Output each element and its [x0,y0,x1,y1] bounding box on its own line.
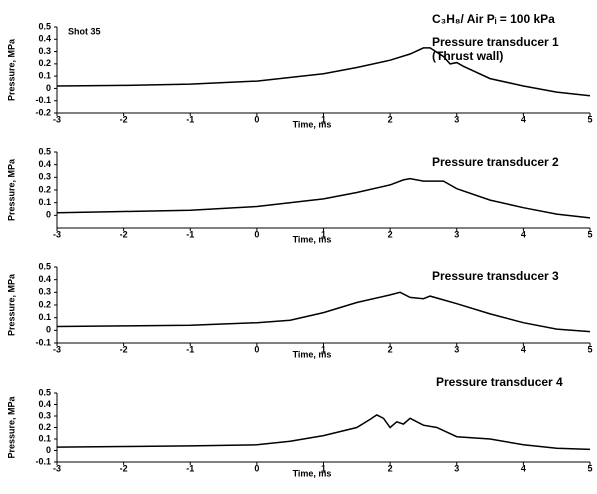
y-tick-label: 0.4 [38,399,51,409]
x-tick-label: -2 [120,463,128,473]
panel-title: Pressure transducer 3 [432,269,559,283]
y-tick-label: 0.3 [38,172,51,182]
y-tick-label: 0.5 [38,21,51,31]
x-tick-label: 5 [587,229,592,239]
y-tick-label: 0 [46,325,51,335]
panel-title: Pressure transducer 4 [436,375,563,389]
y-tick-label: 0.3 [38,287,51,297]
x-tick-label: -1 [186,114,194,124]
pressure-line [56,414,591,451]
x-tick-label: -1 [186,229,194,239]
x-tick-label: 5 [587,114,592,124]
x-tick-label: -2 [120,344,128,354]
x-tick-label: 1 [321,229,326,239]
y-tick-label: 0.1 [38,197,51,207]
x-tick-label: 2 [388,463,393,473]
x-tick-label: 2 [388,229,393,239]
x-tick-label: 1 [321,463,326,473]
x-axis-label: Time, ms [293,234,332,244]
x-tick-label: 5 [587,463,592,473]
x-tick-label: -2 [120,229,128,239]
y-axis-label: Pressure, MPa [6,158,16,221]
x-tick-label: 4 [521,344,526,354]
y-axis-label: Pressure, MPa [6,273,16,336]
x-tick-label: -1 [186,463,194,473]
y-tick-label: 0.2 [38,184,51,194]
x-axis-label: Time, ms [293,468,332,478]
y-tick-label: 0.2 [38,58,51,68]
y-tick-label: 0.3 [38,46,51,56]
x-tick-label: 3 [454,229,459,239]
y-axis-label: Pressure, MPa [6,395,16,458]
panel-title: Pressure transducer 2 [432,155,559,169]
x-tick-label: 1 [321,114,326,124]
x-tick-label: -3 [53,114,61,124]
x-tick-label: 0 [254,344,259,354]
x-tick-label: 3 [454,463,459,473]
pressure-line [56,291,591,333]
x-tick-label: 4 [521,114,526,124]
annotation: (Thrust wall) [432,49,503,63]
y-tick-label: 0.5 [38,387,51,397]
panel: -0.1 0 0.1 0.2 0.3 0.4 0.5 -3 -2 -1 0 1 2 3 4 5 Time, ms… [6,261,592,359]
y-tick-label: 0.1 [38,71,51,81]
y-tick-label: 0.2 [38,422,51,432]
x-tick-label: 0 [254,114,259,124]
panel: 0 0.1 0.2 0.3 0.4 0.5 -3 -2 -1 0 1 2 3 4 5 Time, ms Pres… [6,146,592,244]
y-axis-label: Pressure, MPa [6,38,16,101]
y-tick-label: 0.5 [38,146,51,156]
y-tick-label: 0.5 [38,261,51,271]
y-tick-label: 0.3 [38,410,51,420]
y-tick-label: 0.1 [38,312,51,322]
pressure-line [56,47,591,97]
y-tick-label: 0.4 [38,34,51,44]
x-tick-label: -3 [53,463,61,473]
y-tick-label: 0.1 [38,433,51,443]
x-tick-label: 2 [388,344,393,354]
x-tick-label: 3 [454,114,459,124]
x-tick-label: 0 [254,229,259,239]
x-tick-label: 2 [388,114,393,124]
x-tick-label: -2 [120,114,128,124]
y-tick-label: -0.1 [35,95,51,105]
x-tick-label: -3 [53,344,61,354]
annotation: C₃H₈/ Air Pᵢ = 100 kPa [432,12,555,26]
x-tick-label: 4 [521,463,526,473]
x-axis-label: Time, ms [293,349,332,359]
y-tick-label: 0 [46,445,51,455]
x-tick-label: -1 [186,344,194,354]
panel: -0.2 -0.1 0 0.1 0.2 0.3 0.4 0.5 -3 -2 -1 0 1 2 3 4 5 Time… [6,21,592,129]
x-tick-label: -3 [53,229,61,239]
x-tick-label: 5 [587,344,592,354]
x-axis-label: Time, ms [293,119,332,129]
pressure-line [56,177,591,219]
panel-title: Pressure transducer 1 [432,35,559,49]
y-tick-label: 0 [46,210,51,220]
x-tick-label: 4 [521,229,526,239]
x-tick-label: 1 [321,344,326,354]
x-tick-label: 0 [254,463,259,473]
y-tick-label: 0.4 [38,159,51,169]
y-tick-label: -0.2 [35,107,51,117]
y-tick-label: -0.1 [35,337,51,347]
annotation: Shot 35 [68,26,101,36]
y-tick-label: -0.1 [35,456,51,466]
y-tick-label: 0 [46,83,51,93]
y-tick-label: 0.2 [38,299,51,309]
x-tick-label: 3 [454,344,459,354]
y-tick-label: 0.4 [38,274,51,284]
